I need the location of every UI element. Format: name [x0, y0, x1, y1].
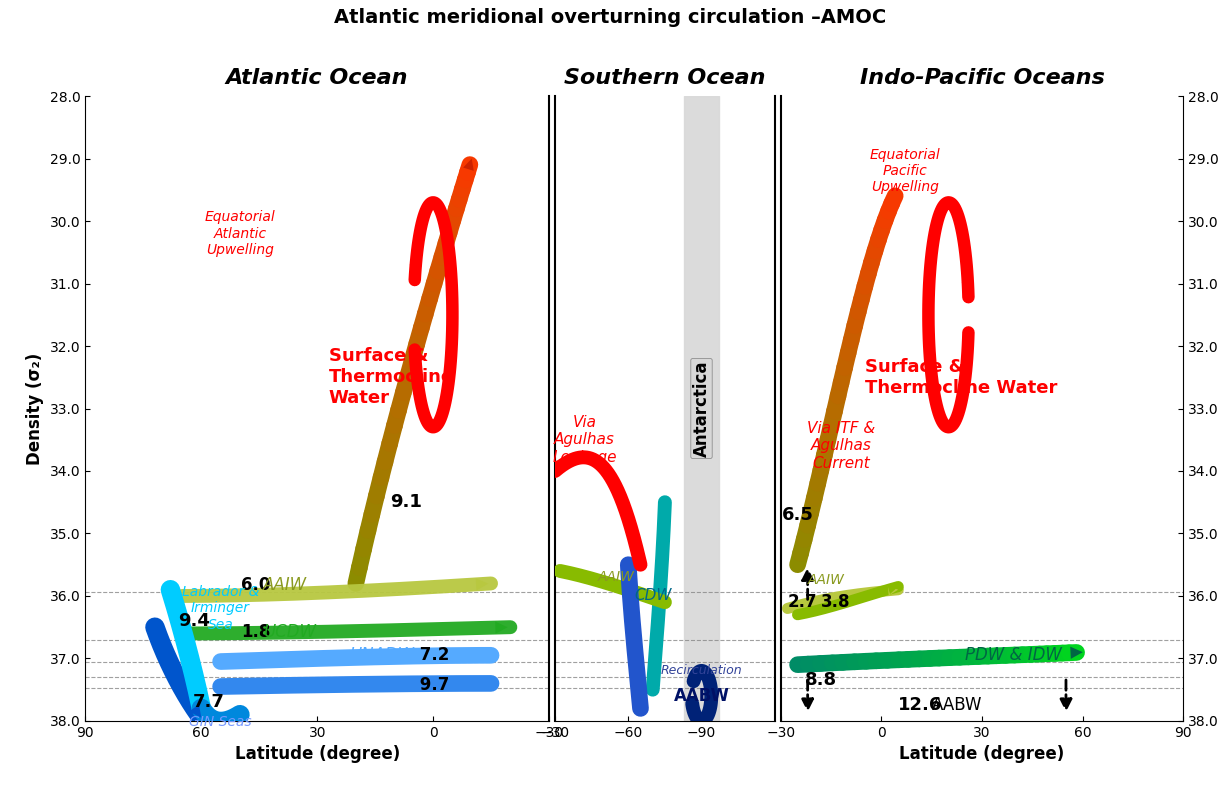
Text: Equatorial
Pacific
Upwelling: Equatorial Pacific Upwelling: [870, 148, 941, 195]
Text: AAIW: AAIW: [264, 576, 307, 594]
Text: 7.7: 7.7: [193, 693, 224, 711]
Text: Atlantic meridional overturning circulation –AMOC: Atlantic meridional overturning circulat…: [334, 8, 886, 27]
Text: Antarctica: Antarctica: [693, 360, 710, 457]
Text: 9.4: 9.4: [178, 612, 210, 630]
Text: 12.6: 12.6: [898, 696, 943, 714]
Text: Surface &
Thermocline
Water: Surface & Thermocline Water: [329, 348, 454, 407]
Text: Equatorial
Atlantic
Upwelling: Equatorial Atlantic Upwelling: [205, 211, 276, 257]
Text: 6.5: 6.5: [782, 505, 814, 524]
Text: 9.1: 9.1: [390, 493, 422, 511]
X-axis label: Latitude (degree): Latitude (degree): [899, 745, 1065, 763]
X-axis label: Latitude (degree): Latitude (degree): [234, 745, 400, 763]
Text: Labrador &
Irminger
Sea: Labrador & Irminger Sea: [182, 586, 260, 632]
Text: Via
Agulhas
Leakage: Via Agulhas Leakage: [553, 415, 616, 465]
Text: 9.1: 9.1: [390, 493, 422, 511]
Text: 2.7: 2.7: [788, 594, 817, 611]
Text: Recirculation: Recirculation: [661, 664, 742, 678]
Text: UCDW: UCDW: [264, 623, 316, 641]
Text: PDW & IDW: PDW & IDW: [965, 646, 1063, 664]
Text: GIN Seas: GIN Seas: [189, 714, 251, 729]
Y-axis label: Density (σ₂): Density (σ₂): [27, 352, 44, 465]
Text: Surface &
Thermocline Water: Surface & Thermocline Water: [865, 358, 1057, 396]
Text: Via ITF &
Agulhas
Current: Via ITF & Agulhas Current: [808, 421, 875, 471]
Text: Atlantic Ocean: Atlantic Ocean: [226, 68, 409, 88]
Text: 3.8: 3.8: [821, 594, 850, 611]
Text: 7.2: 7.2: [414, 646, 449, 664]
Text: Indo-Pacific Oceans: Indo-Pacific Oceans: [860, 68, 1104, 88]
Bar: [684, 96, 719, 721]
Text: AABW: AABW: [673, 687, 730, 705]
Text: LNADW: LNADW: [351, 676, 414, 694]
Text: Southern Ocean: Southern Ocean: [564, 68, 766, 88]
Text: 1.8: 1.8: [242, 623, 271, 641]
Text: AAIW: AAIW: [808, 574, 844, 587]
Text: 6.0: 6.0: [242, 576, 271, 594]
Text: CDW: CDW: [634, 589, 671, 603]
Text: 8.8: 8.8: [805, 671, 837, 690]
Text: 9.7: 9.7: [414, 676, 449, 694]
Text: AAIW: AAIW: [598, 570, 634, 584]
Text: UNADW: UNADW: [349, 646, 414, 664]
Text: AABW: AABW: [932, 696, 982, 714]
